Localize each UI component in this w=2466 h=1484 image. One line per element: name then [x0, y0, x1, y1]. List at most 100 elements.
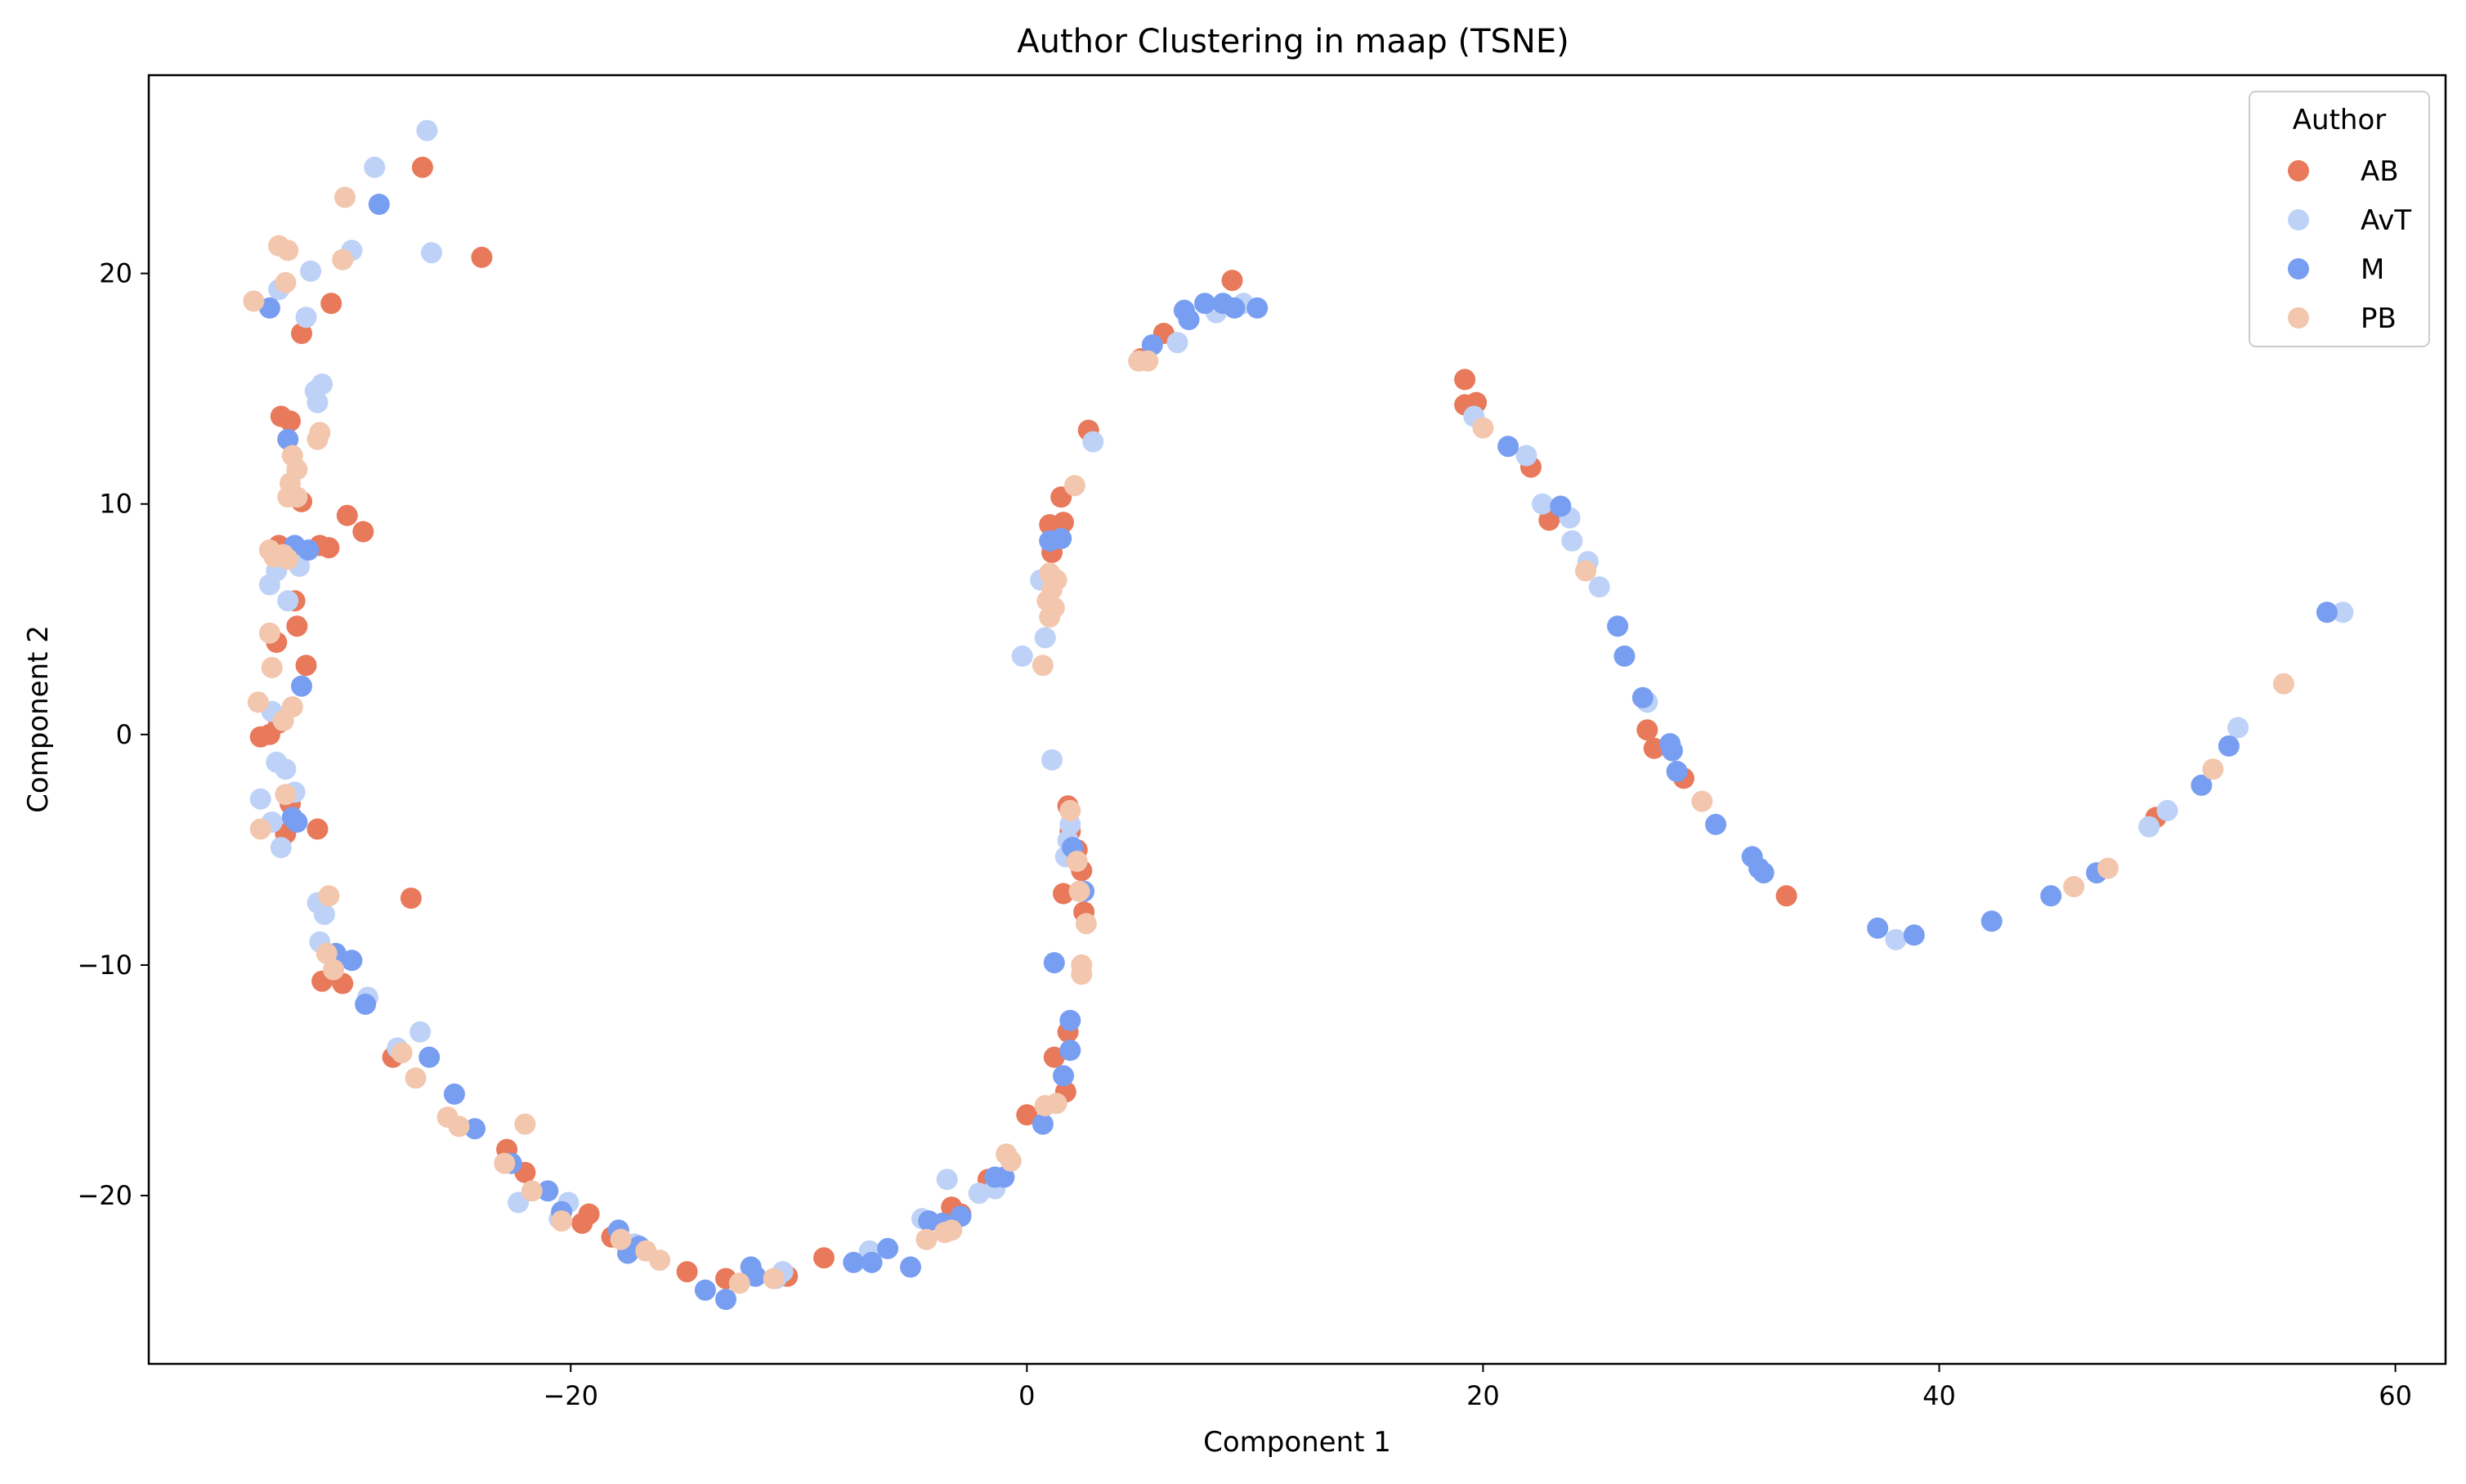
point-pb-51 [1039, 562, 1061, 584]
point-avt-5 [300, 260, 322, 282]
point-ab-10 [318, 537, 340, 559]
point-ab-5 [280, 410, 301, 432]
legend-label-ab: AB [2361, 155, 2399, 188]
legend-marker-m [2288, 258, 2309, 279]
point-pb-39 [763, 1267, 785, 1290]
point-pb-40 [915, 1228, 938, 1250]
legend-marker-pb [2288, 307, 2309, 329]
point-pb-31 [514, 1113, 536, 1135]
point-m-68 [2316, 601, 2338, 624]
point-pb-52 [1063, 475, 1085, 497]
point-avt-16 [275, 758, 297, 780]
point-pb-68 [2202, 758, 2224, 780]
ticks-layer: −20 0 20 40 60 −20 −10 0 10 20 [77, 258, 2412, 1411]
point-ab-15 [295, 655, 317, 677]
point-m-35 [1050, 528, 1072, 549]
point-m-2 [277, 428, 299, 450]
point-avt-55 [1588, 576, 1610, 598]
point-m-62 [1903, 924, 1925, 946]
point-pb-35 [610, 1228, 632, 1250]
point-pb-23 [249, 818, 271, 840]
point-m-9 [341, 950, 363, 972]
point-m-57 [1705, 813, 1727, 835]
point-avt-25 [410, 1021, 432, 1043]
point-pb-21 [272, 709, 294, 731]
point-pb-33 [521, 1180, 543, 1202]
point-pb-17 [258, 622, 280, 644]
point-pb-65 [1691, 790, 1713, 812]
x-tick-label: 0 [1018, 1380, 1035, 1411]
point-m-21 [694, 1279, 716, 1301]
point-m-24 [843, 1251, 865, 1273]
point-m-38 [1059, 1039, 1081, 1062]
point-m-53 [1631, 686, 1654, 708]
point-pb-57 [1071, 963, 1093, 986]
y-tick-label: 20 [99, 258, 132, 289]
point-m-32 [993, 1166, 1015, 1188]
point-ab-8 [352, 521, 374, 543]
point-pb-66 [2063, 876, 2085, 897]
point-ab-62 [1643, 737, 1665, 759]
y-tick-label: −20 [77, 1180, 132, 1211]
point-pb-45 [1032, 655, 1054, 677]
point-m-5 [291, 675, 312, 697]
point-avt-9 [307, 391, 329, 413]
point-avt-57 [1885, 928, 1907, 950]
x-tick-label: 40 [1922, 1380, 1956, 1411]
point-pb-24 [318, 885, 340, 907]
point-avt-38 [1011, 645, 1033, 667]
y-tick-label: −10 [77, 950, 132, 981]
point-m-25 [861, 1251, 883, 1273]
point-ab-34 [813, 1247, 835, 1269]
legend-marker-avt [2288, 209, 2309, 230]
point-ab-7 [336, 504, 358, 526]
point-m-56 [1666, 761, 1688, 782]
y-tick-label: 10 [99, 489, 132, 520]
point-pb-7 [307, 428, 329, 450]
point-pb-22 [275, 784, 297, 806]
point-pb-1 [332, 248, 354, 270]
point-avt-1 [364, 156, 386, 178]
point-avt-17 [249, 788, 271, 810]
point-pb-27 [391, 1042, 413, 1064]
y-tick-label: 0 [116, 719, 132, 750]
point-pb-19 [247, 691, 269, 713]
point-pb-0 [334, 186, 356, 208]
legend-title: Author [2293, 104, 2386, 136]
point-pb-49 [1043, 597, 1065, 619]
point-avt-46 [1166, 332, 1188, 354]
point-avt-51 [1532, 493, 1553, 515]
legend-label-m: M [2361, 253, 2384, 286]
point-ab-55 [1221, 270, 1243, 292]
point-m-51 [1607, 615, 1629, 637]
legend-box [2249, 91, 2430, 347]
point-ab-3 [291, 323, 312, 344]
point-m-55 [1662, 740, 1683, 762]
legend-marker-ab [2288, 160, 2309, 181]
point-m-33 [1032, 1113, 1054, 1135]
point-avt-13 [277, 590, 299, 612]
point-m-64 [2040, 885, 2062, 907]
plot-frame [147, 74, 2447, 1366]
point-avt-6 [295, 306, 317, 329]
point-m-50 [1550, 495, 1572, 517]
point-pb-26 [323, 959, 344, 981]
point-pb-32 [494, 1152, 516, 1174]
point-ab-38 [1016, 1104, 1038, 1126]
point-m-12 [443, 1083, 465, 1105]
point-avt-53 [1561, 530, 1583, 552]
point-ab-51 [1043, 1046, 1065, 1068]
point-pb-54 [1068, 880, 1090, 902]
point-pb-38 [728, 1272, 750, 1294]
point-avt-22 [313, 903, 335, 925]
point-avt-41 [1041, 749, 1063, 771]
x-tick-label: 60 [2379, 1380, 2412, 1411]
point-m-44 [1178, 309, 1200, 330]
point-pb-2 [243, 290, 265, 312]
point-ab-41 [1053, 512, 1074, 534]
point-pb-67 [2097, 857, 2119, 879]
point-m-36 [1043, 952, 1065, 974]
point-pb-42 [941, 1219, 963, 1241]
legend: Author AB AvT M PB [2249, 91, 2430, 347]
